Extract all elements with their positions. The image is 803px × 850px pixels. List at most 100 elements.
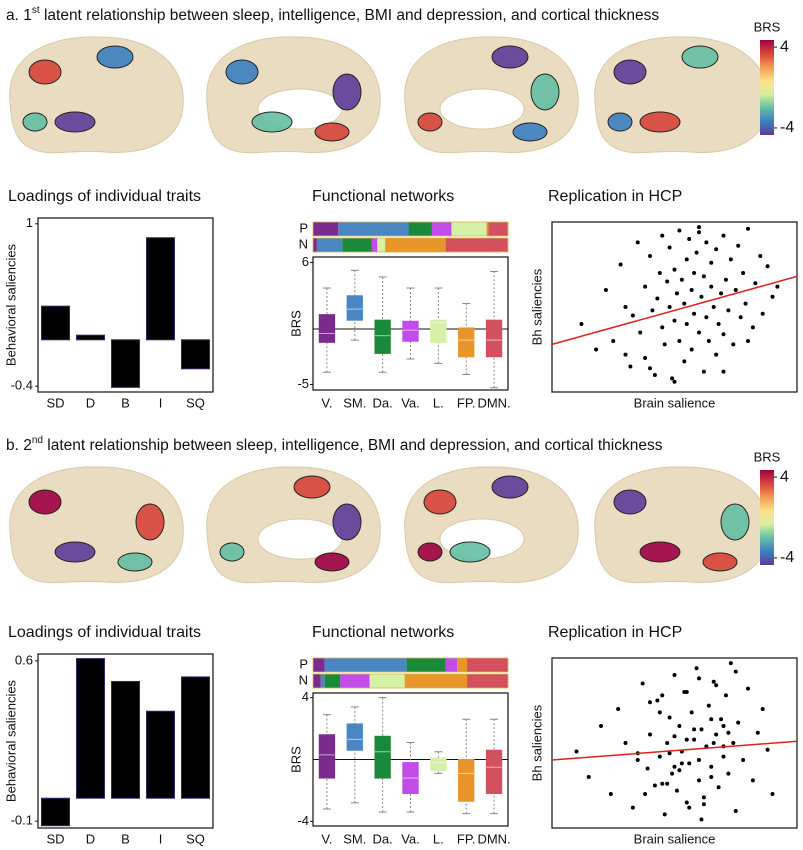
proportion-segment [313,238,317,252]
point [687,805,692,810]
brain-region [293,475,331,499]
brain-region [613,59,647,85]
point [753,281,758,286]
y-tick-label: -5 [297,376,309,391]
point [657,754,662,759]
brain-region [332,73,362,111]
point [655,698,660,703]
brain-region [28,489,62,515]
proportion-segment [377,238,386,252]
point [760,311,765,316]
colorbar [760,40,774,135]
title-superscript: st [32,5,40,16]
point [599,724,603,728]
proportion-segment [320,674,325,688]
point [714,732,719,737]
point [628,364,633,369]
y-axis-label: Bh saliencies [529,704,544,781]
x-tick-label: SD [46,395,64,410]
brain-region [607,112,633,132]
proportion-segment [431,222,452,236]
bar [41,797,70,827]
point [672,318,677,323]
x-axis-label: Brain salience [634,395,716,410]
panel-title: a. 1st latent relationship between sleep… [6,5,659,24]
point [694,666,699,671]
point [741,271,746,275]
plot-frame [37,653,214,829]
point [684,322,689,326]
y-tick-label: 1 [26,215,33,230]
x-tick-label: D [86,395,95,410]
point [692,311,697,316]
brain-region [639,111,681,133]
proportion-segment [324,674,341,688]
point [746,339,750,343]
point [770,294,775,299]
point [579,322,584,326]
y-axis-label: Bh saliencies [529,268,544,345]
brain-view [206,466,381,584]
point [672,379,677,384]
point [743,301,748,306]
brain-region [314,552,350,572]
box [402,320,419,342]
proportion-segment [451,222,487,236]
box [318,314,336,343]
brain-view [9,466,184,584]
x-tick-label: L. [433,831,444,846]
point [721,369,726,374]
point [630,313,635,318]
point [714,247,719,252]
proportion-segment [342,238,372,252]
plot-frame [551,221,798,393]
x-tick-label: L. [433,395,444,410]
box [346,723,363,751]
point [736,243,741,248]
point [672,734,677,739]
point [733,288,738,292]
point [643,284,648,289]
brain-region [417,112,443,132]
proportion-segment [445,658,458,672]
point [672,267,677,272]
brain-view [404,466,579,584]
brain-surface [594,36,769,154]
proportion-segment [404,674,468,688]
proportion-segment [488,222,508,236]
fit-line [551,740,798,761]
point [728,661,733,666]
x-tick-label: D [86,831,95,846]
point [694,250,699,255]
box [374,319,391,354]
brain-region [639,541,681,563]
point [706,703,711,708]
point [697,676,701,681]
brain-region [613,489,647,515]
point [643,792,648,796]
colorbar-label: BRS [754,449,781,464]
colorbar-tick-label: 4 [780,468,789,485]
point [738,315,743,320]
bar [181,676,210,799]
point [741,758,746,762]
bar [76,658,105,799]
point [608,792,613,796]
point [711,305,716,309]
proportion-segment [445,238,508,252]
brain-region [219,542,245,562]
chart-title: Replication in HCP [548,188,682,205]
x-tick-label: Da. [373,395,393,410]
box [458,327,475,358]
point [721,754,726,759]
x-tick-label: V. [321,831,332,846]
point [648,732,652,737]
point [687,761,692,766]
point [648,254,652,258]
proportion-segment [467,674,508,688]
brain-region [117,552,153,572]
point [677,339,682,343]
box [485,749,503,795]
point [709,260,714,265]
box [430,319,447,343]
